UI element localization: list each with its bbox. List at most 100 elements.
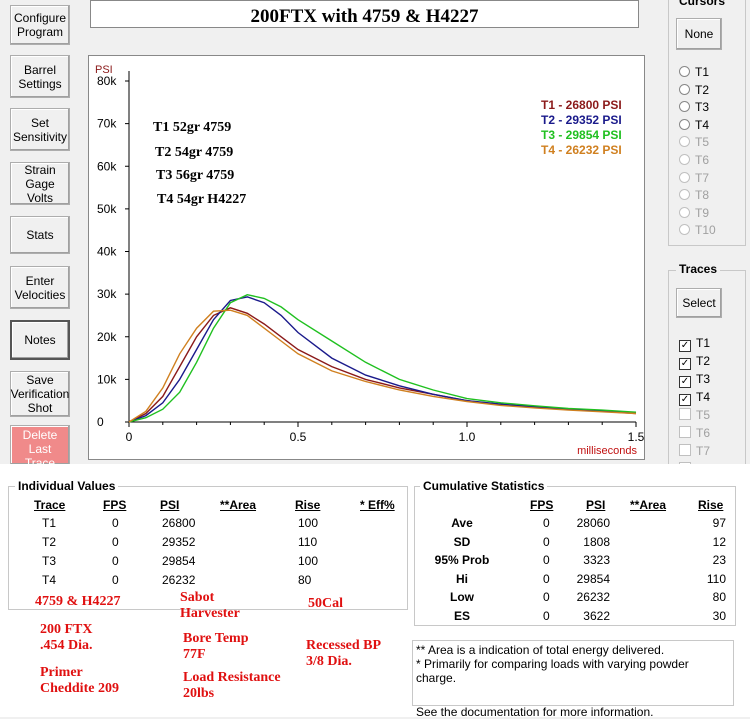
y-tick-label: 20k (97, 330, 117, 344)
cumulative-cell: 28060 (576, 516, 610, 530)
individual-cell: T3 (42, 554, 57, 568)
individual-cell: 26800 (162, 516, 196, 530)
cumulative-cell: 95% Prob (434, 553, 490, 567)
radio-icon (679, 118, 690, 130)
x-tick-label: 1.0 (459, 430, 476, 444)
set-sensitivity-button[interactable]: Set Sensitivity (10, 108, 70, 151)
cursor-radio-t10: T10 (679, 223, 716, 237)
cumulative-cell: Ave (451, 516, 473, 530)
note-primer: Primer Cheddite 209 (40, 665, 119, 696)
radio-icon (679, 136, 690, 148)
cursor-radio-t2[interactable]: T2 (679, 83, 709, 97)
cumulative-header: Rise (698, 498, 724, 512)
radio-icon (679, 206, 690, 218)
trace-checkbox-label: T4 (696, 390, 711, 404)
footnote-eff: * Primarily for comparing loads with var… (416, 657, 689, 685)
trace-checkbox-t5: T5 (679, 408, 710, 422)
cumulative-cell: Hi (456, 571, 468, 586)
results-panel: Individual Values Trace FPS PSI **Area Rise *… (0, 464, 750, 719)
strain-gage-volts-button[interactable]: Strain Gage Volts (10, 162, 70, 205)
cumulative-cell: 0 (543, 553, 550, 567)
cursor-radio-t1[interactable]: T1 (679, 65, 709, 79)
traces-select-button[interactable]: Select (676, 288, 722, 318)
individual-cell: 80 (298, 573, 312, 587)
trace-checkbox-t2[interactable]: ✓ T2 (679, 354, 710, 370)
test-title[interactable]: 200FTX with 4759 & H4227 (90, 0, 639, 28)
checkbox-icon: ✓ (679, 394, 691, 406)
series-line-t1 (128, 307, 637, 423)
cursor-radio-t7: T7 (679, 171, 709, 185)
cumulative-cell: 3622 (583, 608, 610, 623)
footnote-box: ** Area is a indication of total energy … (412, 640, 734, 719)
cumulative-header: PSI (586, 498, 606, 512)
cursor-radio-t3[interactable]: T3 (679, 100, 709, 114)
cursor-radio-label: T4 (695, 117, 710, 132)
cumulative-cell: ES (453, 608, 470, 623)
cumulative-cell: 0 (543, 608, 550, 623)
individual-header: PSI (160, 498, 180, 512)
chart-annotation-t1: T1 52gr 4759 (153, 120, 232, 135)
trace-checkbox-t6: T6 (679, 426, 710, 440)
barrel-settings-button[interactable]: Barrel Settings (10, 55, 70, 98)
y-tick-label: 30k (97, 287, 117, 301)
x-tick-label: 0.5 (290, 430, 307, 444)
y-axis-label: PSI (95, 64, 113, 76)
y-tick-label: 10k (97, 372, 117, 386)
stats-button[interactable]: Stats (10, 216, 70, 254)
cursors-label: Cursors (676, 0, 729, 8)
cursor-radio-t9: T9 (679, 206, 709, 220)
checkbox-icon: ✓ (679, 340, 691, 352)
y-tick-label: 60k (97, 159, 117, 173)
pressure-chart: 0 10k 20k 30k 40k 50k 60k 70k 80k 0 0.5 1.0 1.5 PSI mi… (88, 55, 645, 460)
checkbox-icon: ✓ (679, 358, 691, 370)
save-verification-shot-button[interactable]: Save Verification Shot (10, 371, 70, 417)
individual-cell: 100 (298, 554, 319, 568)
checkbox-icon: ✓ (679, 376, 691, 388)
footnote-area: ** Area is a indication of total energy … (416, 643, 665, 657)
cumulative-cell: 0 (543, 590, 550, 604)
x-tick-label: 0 (126, 430, 133, 444)
enter-velocities-button[interactable]: Enter Velocities (10, 266, 70, 309)
radio-icon (679, 154, 690, 165)
individual-cell: 0 (112, 554, 119, 568)
series-line-t2 (128, 296, 637, 423)
delete-last-trace-button[interactable]: Delete Last Trace (10, 425, 70, 465)
cursor-radio-t4[interactable]: T4 (679, 118, 709, 132)
cursor-radio-t8: T8 (679, 188, 709, 202)
cursor-radio-label: T1 (695, 65, 710, 79)
notes-button[interactable]: Notes (10, 320, 70, 360)
cursors-group (668, 0, 746, 246)
cursor-none-button[interactable]: None (676, 18, 722, 50)
cumulative-cell: 97 (712, 516, 726, 530)
y-tick-label: 50k (97, 202, 117, 216)
individual-cell: 29854 (162, 554, 196, 568)
trace-checkbox-t4[interactable]: ✓ T4 (679, 390, 710, 406)
legend-t2: T2 - 29352 PSI (541, 113, 622, 127)
series-line-t4 (128, 309, 637, 423)
radio-icon (679, 224, 690, 236)
individual-values-group (8, 486, 408, 610)
individual-cell: 26232 (162, 573, 196, 587)
checkbox-icon (679, 408, 691, 420)
note-sabot: Sabot Harvester (180, 590, 240, 621)
radio-icon (679, 83, 690, 95)
trace-checkbox-label: T3 (696, 372, 711, 386)
cursor-radio-label: T5 (695, 135, 710, 150)
cursor-radio-t5: T5 (679, 135, 709, 149)
cumulative-cell: 0 (543, 534, 550, 549)
cursor-radio-label: T3 (695, 100, 710, 115)
trace-checkbox-t1[interactable]: ✓ T1 (679, 336, 710, 352)
individual-cell: T1 (42, 516, 57, 530)
individual-cell: 0 (112, 516, 119, 530)
individual-cell: 29352 (162, 535, 196, 549)
x-axis-label: milliseconds (577, 445, 637, 457)
cumulative-cell: Low (450, 590, 474, 604)
configure-program-button[interactable]: Configure Program (10, 5, 70, 45)
trace-checkbox-t3[interactable]: ✓ T3 (679, 372, 710, 388)
note-bore-temp: Bore Temp 77F (183, 631, 249, 662)
individual-header: * Eff% (360, 498, 395, 512)
cumulative-cell: 1808 (583, 534, 610, 549)
individual-cell: T4 (42, 573, 57, 587)
chart-legend: T1 - 26800 PSI T2 - 29352 PSI T3 - 29854… (541, 98, 622, 158)
cursor-radio-label: T6 (695, 153, 710, 167)
